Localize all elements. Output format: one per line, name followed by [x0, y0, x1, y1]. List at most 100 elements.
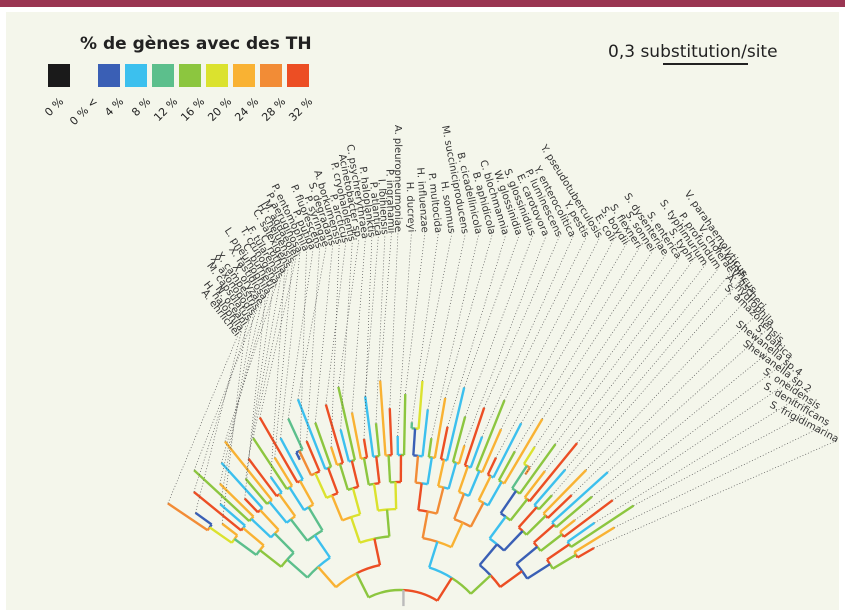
branch-arc [533, 504, 538, 509]
branch-arc [500, 480, 505, 485]
branch [573, 526, 615, 554]
branch [208, 526, 233, 544]
branch [250, 517, 272, 539]
branch-arc [566, 541, 571, 546]
branch [426, 457, 433, 485]
leader [514, 247, 640, 452]
branch [307, 506, 324, 532]
branch [372, 483, 380, 511]
branch [421, 409, 429, 457]
species-label: H. influenzae [414, 167, 430, 233]
branch [305, 440, 321, 472]
leader [422, 233, 453, 381]
branch-arc [521, 570, 529, 580]
branch [324, 404, 345, 464]
branch-arc [498, 479, 503, 483]
branch [388, 408, 393, 456]
branch [488, 516, 507, 540]
branch-arc [451, 576, 472, 595]
branch [517, 506, 538, 529]
species-label: P. ingrahamii [383, 169, 396, 234]
branch [375, 456, 381, 484]
branch [167, 502, 209, 532]
branch [523, 470, 546, 499]
branch-arc [242, 524, 247, 529]
legend-swatch [179, 64, 201, 87]
branch [329, 446, 339, 466]
branch [279, 437, 304, 481]
leader [463, 234, 520, 388]
branch-arc [428, 566, 453, 579]
branch [428, 541, 439, 568]
leader [193, 319, 250, 493]
branch-arc [431, 456, 436, 460]
leader [297, 246, 327, 400]
branch [417, 483, 423, 511]
branch-arc [325, 494, 333, 499]
branch [486, 457, 498, 476]
top-bar [0, 0, 845, 7]
branch [414, 455, 420, 483]
leader [591, 340, 783, 497]
leader [464, 235, 533, 417]
scale-bar-label: 0,3 substitution/site [608, 42, 778, 62]
branch-arc [462, 521, 472, 528]
branch-arc [373, 482, 380, 486]
branch [278, 493, 297, 517]
branch [518, 443, 557, 495]
branch-arc [290, 515, 296, 521]
branch-arc [233, 534, 239, 540]
branch [450, 522, 464, 548]
branch [457, 466, 469, 493]
branch-arc [355, 563, 381, 575]
branch-arc [440, 457, 445, 461]
branch-arc [418, 508, 428, 513]
branch [499, 490, 517, 514]
branch [576, 546, 595, 559]
branch-arc [523, 462, 528, 467]
leader [444, 234, 493, 398]
branch-arc [257, 509, 261, 514]
branch [526, 563, 551, 580]
branch [351, 488, 362, 515]
branch [497, 450, 516, 481]
branch [570, 504, 635, 548]
branch-arc [386, 507, 397, 511]
branch-arc [504, 515, 512, 522]
leader [404, 232, 426, 395]
legend-swatch [206, 64, 228, 87]
leader [389, 231, 399, 409]
branch [259, 509, 280, 531]
branch-arc [363, 456, 368, 460]
branch [469, 502, 485, 528]
branch-arc [548, 563, 554, 570]
leader [252, 267, 289, 439]
branch-arc [250, 515, 255, 520]
branch [314, 422, 333, 468]
leader [495, 240, 614, 458]
leader [483, 235, 560, 408]
branch [233, 538, 258, 556]
branch [421, 511, 429, 539]
branch-arc [437, 484, 444, 489]
branch [451, 416, 467, 463]
branch [509, 498, 529, 522]
branch-arc [285, 518, 292, 524]
leader [594, 390, 811, 524]
leader [245, 288, 274, 479]
branch [528, 442, 578, 502]
branch [436, 577, 453, 602]
branch-arc [377, 508, 388, 512]
branch-arc [259, 507, 264, 511]
branch-arc [436, 540, 452, 549]
branch [373, 538, 382, 566]
leader [564, 271, 733, 470]
branch [417, 380, 424, 429]
legend-swatch [287, 64, 309, 87]
leader [363, 237, 373, 439]
branch-arc [206, 526, 211, 531]
branch-arc [500, 512, 507, 518]
branch [330, 495, 344, 521]
branch [194, 511, 213, 526]
leader [330, 243, 340, 447]
